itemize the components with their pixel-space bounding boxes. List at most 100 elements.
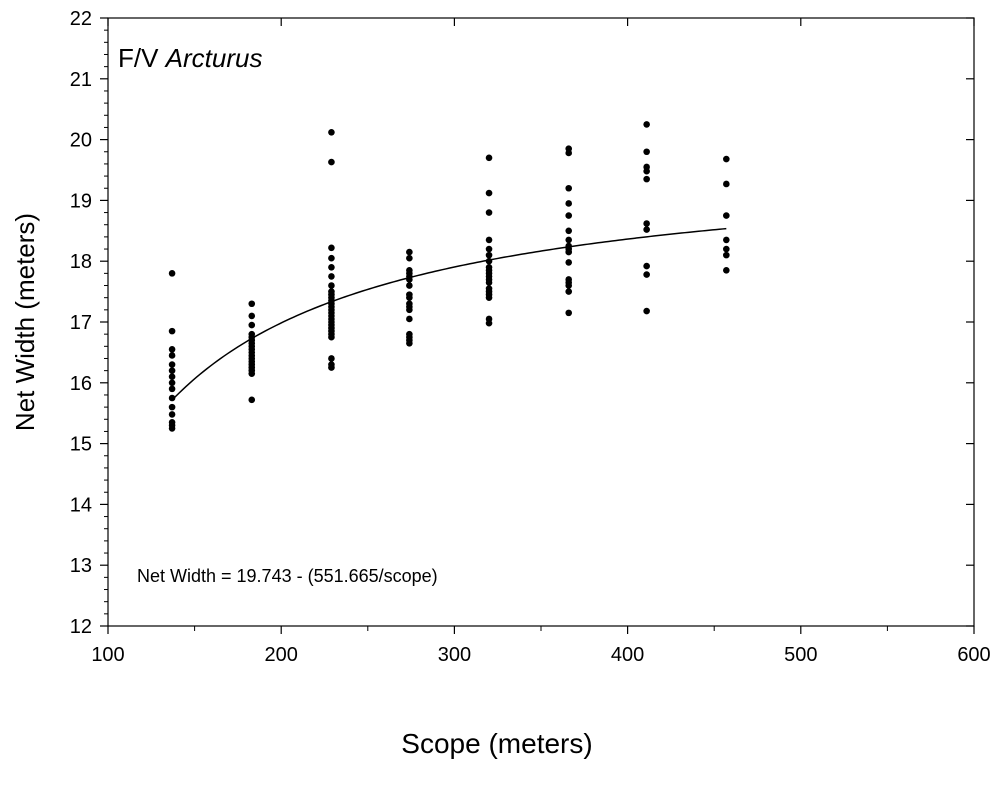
data-point	[565, 236, 573, 244]
data-point	[406, 294, 413, 301]
data-point	[565, 149, 573, 157]
data-point	[565, 259, 573, 266]
data-point	[643, 220, 650, 227]
fit-curve-group	[171, 227, 727, 401]
y-tick-label: 14	[70, 494, 92, 516]
data-point	[328, 273, 335, 280]
y-tick-label: 16	[70, 373, 92, 395]
data-point	[406, 306, 413, 314]
data-point	[406, 315, 413, 323]
data-point	[168, 361, 176, 368]
x-tick-label: 100	[91, 644, 124, 666]
data-point	[406, 254, 413, 262]
data-point	[485, 257, 493, 265]
x-axis-label: Scope (meters)	[401, 728, 592, 759]
data-point	[485, 236, 493, 244]
data-point	[168, 373, 176, 381]
data-point	[248, 370, 256, 377]
y-tick-label: 20	[70, 130, 92, 152]
data-point	[248, 312, 256, 320]
x-tick-label: 400	[611, 644, 644, 666]
plot-frame	[107, 17, 975, 627]
data-point	[643, 167, 650, 175]
data-point	[643, 175, 650, 183]
data-point	[328, 263, 335, 271]
data-point	[723, 245, 730, 253]
data-point	[328, 355, 335, 362]
data-point	[406, 282, 413, 289]
y-axis-label: Net Width (meters)	[10, 213, 40, 431]
chart-title-prefix: F/V	[118, 43, 166, 73]
y-tick-label: 12	[70, 616, 92, 638]
data-point	[643, 148, 650, 156]
data-point	[565, 288, 573, 295]
data-point	[723, 155, 730, 163]
data-point	[406, 248, 413, 256]
y-axis-ticks: 12 13 14 15 16 17 18 19 20 21 22	[70, 8, 974, 638]
x-axis-ticks: 100 200 300 400 500 600	[91, 18, 991, 666]
data-point	[565, 309, 573, 317]
data-point	[168, 379, 176, 387]
data-point	[248, 321, 256, 329]
data-point	[643, 307, 650, 315]
data-point	[485, 294, 493, 301]
data-point	[485, 319, 493, 327]
data-point	[248, 300, 256, 308]
data-point	[168, 425, 176, 432]
data-point	[643, 226, 650, 233]
y-tick-label: 22	[70, 8, 92, 30]
fit-curve	[171, 227, 727, 401]
data-point	[168, 385, 176, 393]
data-point	[565, 184, 573, 192]
data-point	[406, 339, 413, 347]
data-point	[168, 270, 176, 277]
x-tick-label: 500	[784, 644, 817, 666]
data-point	[328, 282, 335, 289]
data-point	[485, 245, 493, 253]
data-point	[643, 121, 650, 128]
y-tick-label: 17	[70, 312, 92, 334]
y-tick-label: 21	[70, 69, 92, 91]
data-point	[248, 396, 256, 404]
data-point	[168, 327, 176, 335]
x-tick-label: 200	[265, 644, 298, 666]
data-point	[328, 254, 335, 262]
data-point	[328, 244, 335, 252]
data-point	[168, 394, 176, 402]
x-tick-label: 300	[438, 644, 471, 666]
data-point	[328, 129, 335, 136]
data-point	[168, 367, 176, 374]
data-point	[485, 251, 493, 259]
data-point	[485, 279, 493, 286]
data-point	[643, 271, 650, 278]
data-point	[565, 200, 573, 207]
data-point	[723, 212, 730, 219]
chart-title: F/V Arcturus	[118, 43, 262, 73]
data-point	[168, 403, 176, 411]
x-tick-label: 600	[957, 644, 990, 666]
data-point	[723, 180, 730, 188]
data-point	[168, 346, 176, 353]
data-point	[723, 251, 730, 259]
data-point	[485, 189, 493, 197]
data-point	[565, 227, 573, 235]
data-point	[485, 154, 493, 162]
data-point	[565, 248, 573, 256]
y-tick-label: 19	[70, 190, 92, 212]
data-point	[565, 282, 573, 289]
fit-equation: Net Width = 19.743 - (551.665/scope)	[137, 566, 438, 586]
data-point	[328, 333, 335, 341]
y-tick-label: 13	[70, 555, 92, 577]
data-point	[328, 364, 335, 371]
data-point	[168, 352, 176, 359]
data-point	[723, 236, 730, 244]
data-point	[485, 209, 493, 216]
data-point	[565, 212, 573, 219]
data-point	[406, 276, 413, 283]
data-point	[643, 262, 650, 270]
data-point	[328, 158, 335, 166]
y-tick-label: 15	[70, 434, 92, 456]
chart-title-italic: Arcturus	[164, 43, 263, 73]
data-points	[168, 121, 730, 432]
